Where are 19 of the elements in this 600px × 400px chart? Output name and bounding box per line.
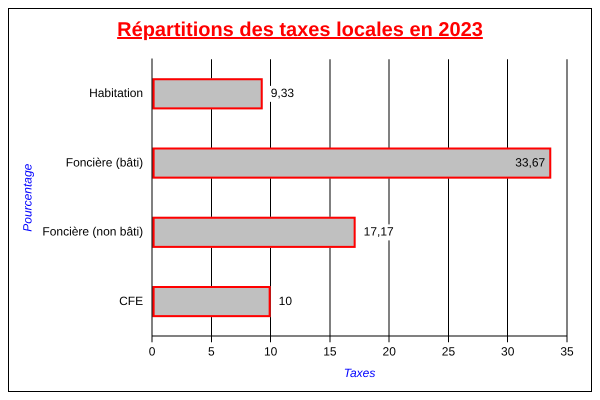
x-tick-label: 20	[382, 344, 396, 359]
data-label: 17,17	[364, 224, 394, 239]
data-label: 10	[278, 294, 292, 308]
y-tick-label: Foncière (non bâti)	[42, 224, 144, 239]
x-tick-label: 10	[264, 344, 278, 359]
x-tick-label: 15	[323, 344, 337, 359]
y-tick-label: Foncière (bâti)	[66, 155, 144, 170]
x-tick-label: 5	[208, 344, 216, 359]
y-tick-label: CFE	[119, 294, 144, 308]
chart-title: Répartitions des taxes locales en 2023	[116, 19, 484, 43]
x-tick-label: 0	[148, 344, 156, 359]
x-tick-label: 30	[501, 344, 515, 359]
x-tick-label: 35	[560, 344, 574, 359]
y-tick-label: Habitation	[89, 86, 144, 100]
x-tick-label: 25	[442, 344, 456, 359]
data-label: 33,67	[515, 155, 546, 170]
y-axis-title: Pourcentage	[20, 163, 35, 232]
x-axis-title: Taxes	[344, 366, 376, 380]
data-label: 9,33	[270, 86, 294, 100]
